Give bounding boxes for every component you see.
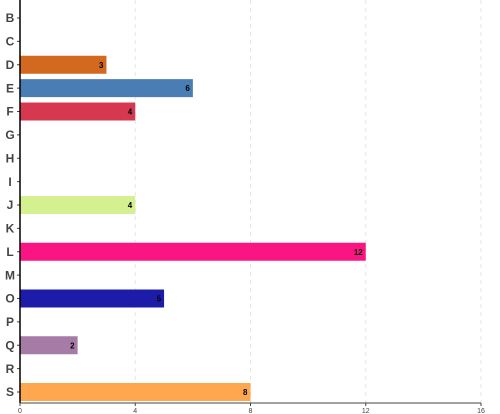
y-tick-label: F: [6, 105, 13, 119]
y-tick-label: O: [5, 292, 14, 306]
bar: [20, 336, 78, 355]
y-tick-label: K: [6, 222, 15, 236]
y-tick-label: R: [6, 362, 15, 376]
y-tick-label: B: [6, 11, 15, 25]
x-tick-label: 4: [133, 408, 137, 414]
bar: [20, 289, 165, 308]
bar: [20, 242, 366, 261]
x-tick-label: 0: [18, 408, 22, 414]
value-label: 4: [128, 108, 133, 117]
value-label: 12: [354, 248, 363, 257]
y-tick-label: I: [8, 175, 11, 189]
value-label: 3: [99, 61, 104, 70]
x-tick-label: 12: [362, 408, 370, 414]
y-tick-label: S: [6, 385, 14, 399]
y-tick-label: M: [5, 268, 15, 282]
bar: [20, 196, 136, 214]
value-label: 2: [70, 341, 75, 350]
y-tick-label: P: [6, 315, 14, 329]
y-tick-label: E: [6, 81, 14, 95]
x-tick-label: 8: [249, 408, 253, 414]
y-tick-label: G: [5, 128, 14, 142]
y-tick-label: Q: [5, 338, 14, 352]
y-tick-label: D: [6, 58, 15, 72]
value-label: 6: [185, 84, 190, 93]
value-label: 4: [128, 201, 133, 210]
bar: [20, 55, 107, 74]
value-label: 5: [157, 295, 162, 304]
bar: [20, 102, 136, 121]
value-label: 8: [243, 388, 248, 397]
y-tick-label: L: [6, 245, 13, 259]
y-tick-label: C: [6, 35, 15, 49]
y-tick-label: H: [6, 151, 15, 165]
bar: [20, 383, 251, 401]
y-tick-label: J: [7, 198, 14, 212]
bar: [20, 79, 193, 98]
x-tick-label: 16: [477, 408, 485, 414]
